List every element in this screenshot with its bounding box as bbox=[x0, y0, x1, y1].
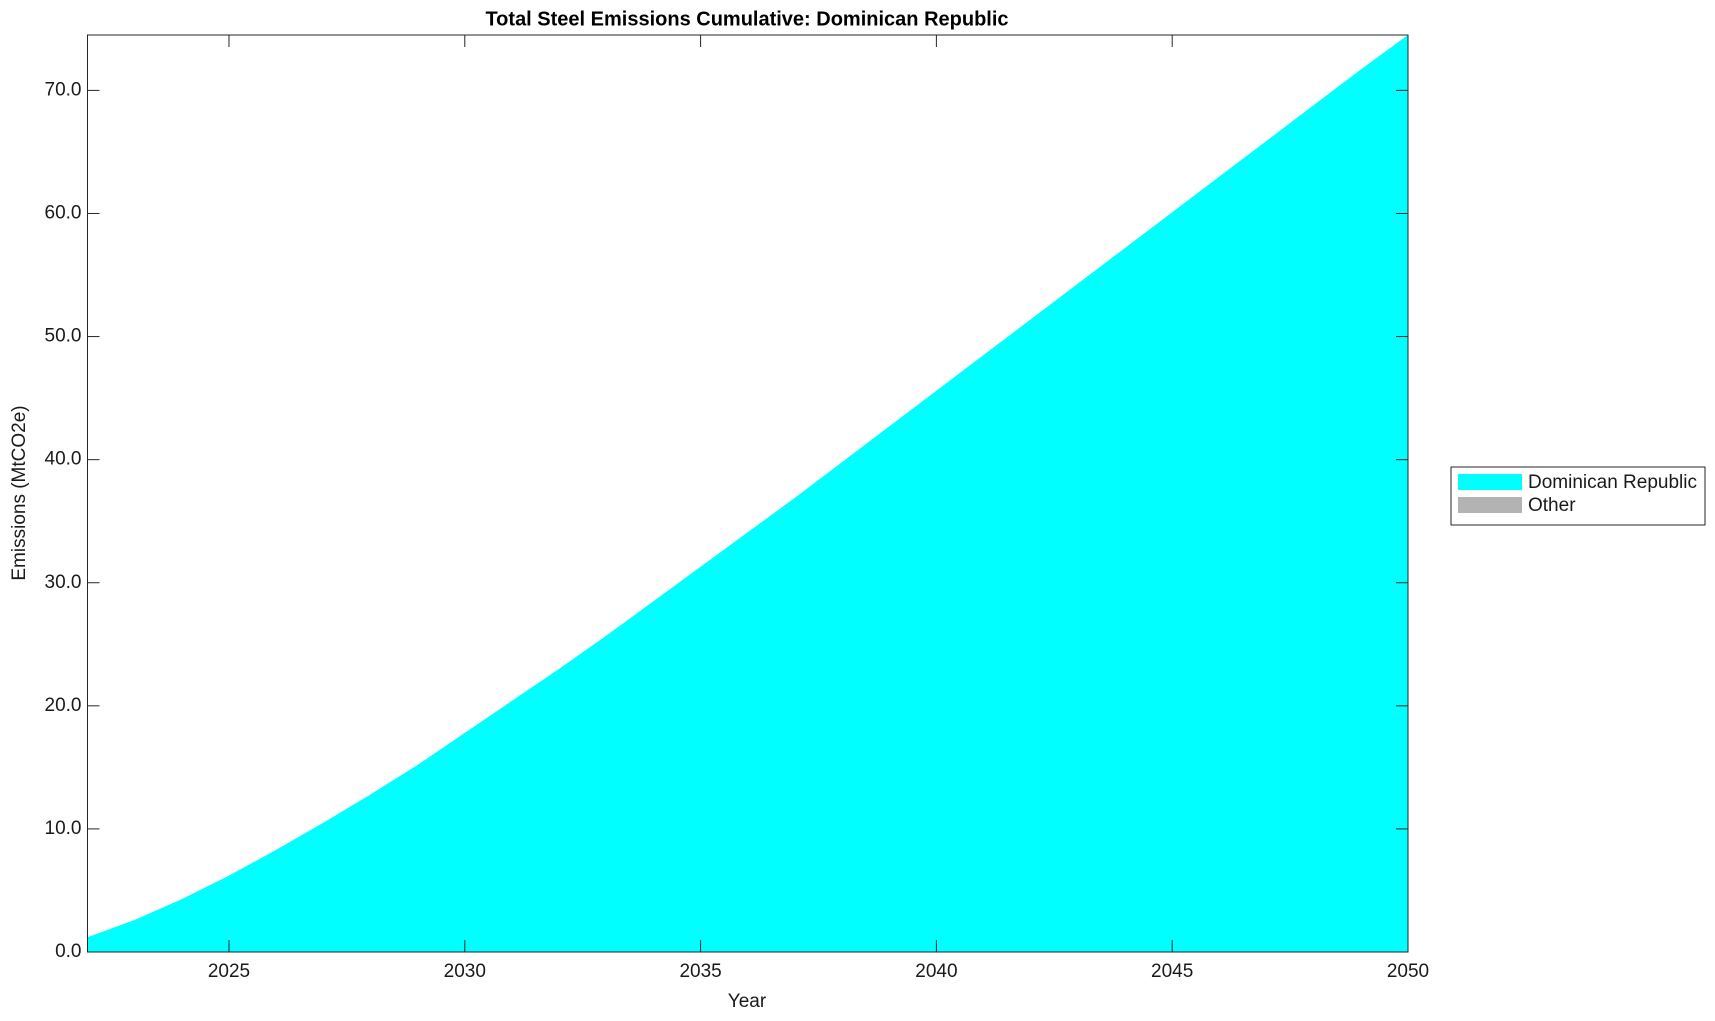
x-tick-label: 2050 bbox=[1387, 961, 1429, 982]
y-tick-label: 10.0 bbox=[45, 818, 82, 839]
x-tick-label: 2035 bbox=[679, 961, 721, 982]
y-tick-label: 0.0 bbox=[55, 941, 81, 962]
legend-swatch bbox=[1458, 474, 1522, 490]
y-tick-label: 30.0 bbox=[45, 572, 82, 593]
y-tick-label: 20.0 bbox=[45, 695, 82, 716]
x-tick-label: 2030 bbox=[444, 961, 486, 982]
plot-frame bbox=[87, 34, 1409, 953]
y-axis-label: Emissions (MtCO2e) bbox=[9, 405, 30, 580]
y-tick-label: 70.0 bbox=[45, 79, 82, 100]
legend-label: Dominican Republic bbox=[1528, 472, 1697, 493]
y-tick-label: 40.0 bbox=[45, 449, 82, 470]
x-tick-label: 2045 bbox=[1151, 961, 1193, 982]
y-tick-label: 50.0 bbox=[45, 326, 82, 347]
chart-title: Total Steel Emissions Cumulative: Domini… bbox=[485, 8, 1008, 30]
x-tick-label: 2040 bbox=[915, 961, 957, 982]
area bbox=[87, 35, 1408, 952]
legend-label: Other bbox=[1528, 495, 1576, 516]
x-tick-label: 2025 bbox=[208, 961, 250, 982]
x-axis-label: Year bbox=[728, 991, 767, 1012]
y-tick-label: 60.0 bbox=[45, 202, 82, 223]
legend-swatch bbox=[1458, 497, 1522, 513]
